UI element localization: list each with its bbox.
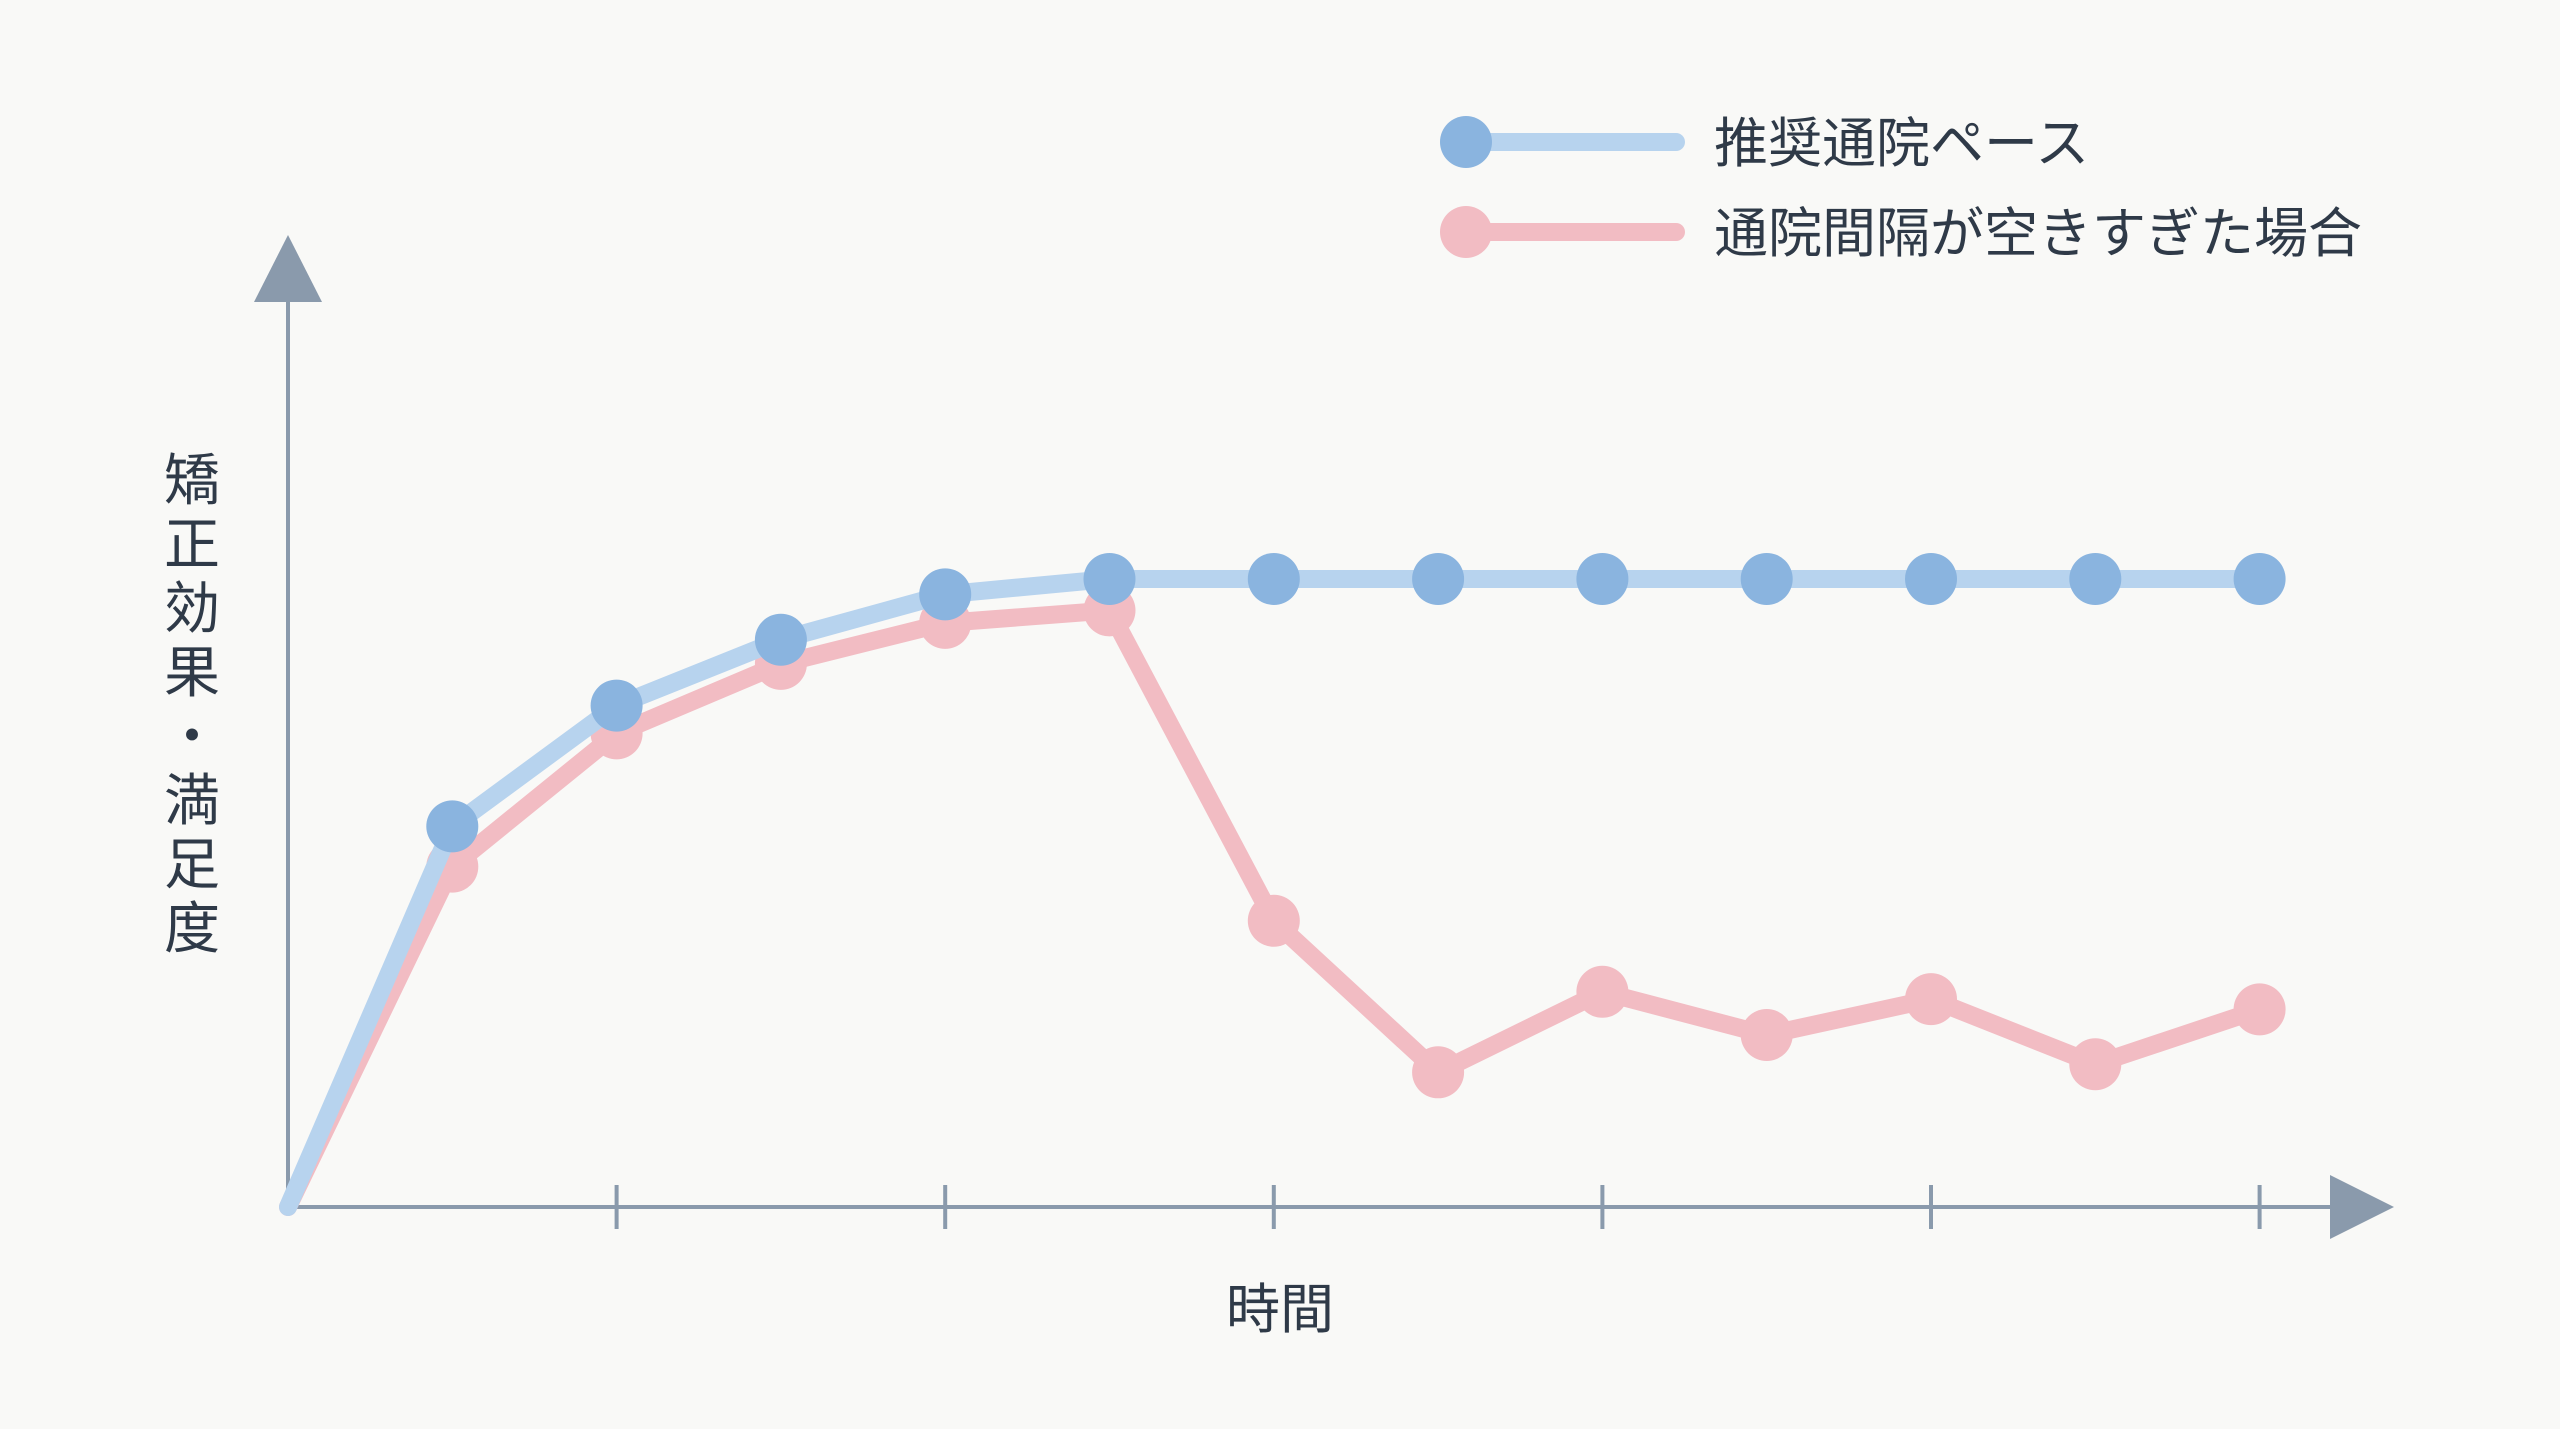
legend-marker xyxy=(1440,116,1492,168)
data-point xyxy=(1905,552,1957,605)
series-1 xyxy=(279,584,2286,1216)
y-axis-label-char: 効 xyxy=(164,577,220,642)
data-point xyxy=(2233,552,2286,605)
x-axis-arrow xyxy=(2330,1175,2394,1239)
data-point xyxy=(1412,552,1465,605)
data-point xyxy=(426,800,479,853)
y-axis-label-char: 果 xyxy=(164,641,220,706)
x-ticks xyxy=(614,1185,2262,1229)
y-axis-arrow xyxy=(254,235,322,302)
series-0 xyxy=(279,552,2286,1216)
data-point xyxy=(919,568,972,621)
x-axis-label: 時間 xyxy=(1226,1278,1334,1341)
data-point xyxy=(1740,1008,1793,1061)
series-layer xyxy=(279,552,2286,1216)
data-point xyxy=(2069,1038,2122,1091)
y-axis-label-char: 満 xyxy=(164,769,220,834)
y-axis-label-char: ・ xyxy=(164,705,220,770)
data-point xyxy=(590,679,643,732)
data-point xyxy=(1247,894,1300,947)
y-axis-label-char: 足 xyxy=(164,833,220,898)
y-axis-label-char: 矯 xyxy=(164,449,220,514)
legend-marker xyxy=(1440,206,1492,258)
y-axis xyxy=(254,235,322,1207)
data-point xyxy=(1083,552,1136,605)
legend-item: 通院間隔が空きすぎた場合 xyxy=(1440,202,2362,265)
data-point xyxy=(1576,552,1629,605)
data-point xyxy=(754,613,807,666)
y-axis-label: 矯正効果・満足度 xyxy=(164,449,220,962)
y-axis-label-char: 度 xyxy=(164,897,220,962)
data-point xyxy=(1740,552,1793,605)
data-point xyxy=(1576,965,1629,1018)
data-point xyxy=(1247,552,1300,605)
y-axis-label-char: 正 xyxy=(164,513,220,578)
legend-label: 通院間隔が空きすぎた場合 xyxy=(1714,202,2362,265)
data-point xyxy=(2069,552,2122,605)
x-axis xyxy=(288,1175,2394,1239)
legend-item: 推奨通院ペース xyxy=(1440,112,2089,175)
data-point xyxy=(1905,973,1957,1026)
legend-label: 推奨通院ペース xyxy=(1714,112,2089,175)
series-line xyxy=(279,569,2269,1216)
data-point xyxy=(1412,1046,1465,1099)
data-point xyxy=(2233,983,2286,1036)
